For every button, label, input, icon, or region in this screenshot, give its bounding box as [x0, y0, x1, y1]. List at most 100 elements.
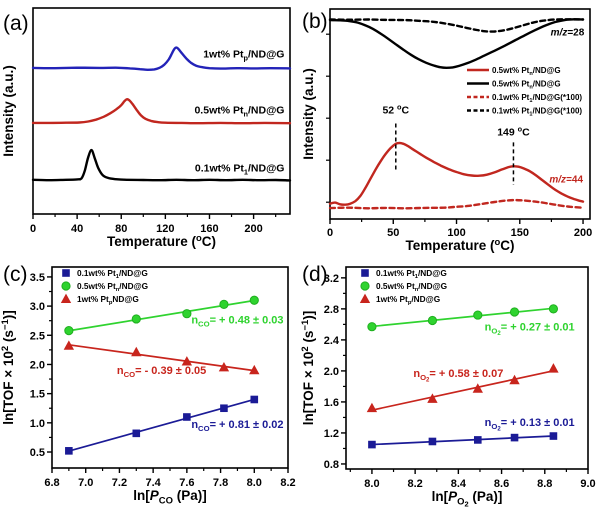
y-tick-label: 1.5 — [30, 389, 45, 401]
axis-frame — [345, 266, 589, 470]
marker-triangle — [427, 393, 438, 403]
panel-c: (c) 6.8 7.0 7.2 7.4 7.6 7.8 8.0 8.2 0.5 1.0 1.5 2.0… — [0, 257, 301, 514]
marker-circle — [61, 281, 71, 291]
x-tick-label: 8.0 — [364, 478, 379, 490]
y-tick-label: 2.8 — [324, 304, 339, 316]
marker-triangle — [60, 293, 72, 303]
y-tick-label: 0.5 — [30, 447, 45, 459]
marker-triangle — [366, 402, 378, 413]
y-tick-label: 1.2 — [324, 428, 339, 440]
series-label: 0.1wt% Pt1/ND@G — [195, 163, 285, 177]
marker-triangle — [218, 361, 230, 372]
y-tick-label: 2.5 — [30, 330, 45, 342]
axis-frame — [32, 7, 291, 215]
slope-annotation: nO2= + 0.27 ± 0.01 — [485, 322, 575, 338]
x-tick-label: 120 — [156, 223, 174, 235]
marker-square — [549, 432, 558, 440]
y-axis-label: Intensity (a.u.) — [1, 65, 16, 157]
series-curve — [328, 18, 585, 33]
x-tick-label: 8.2 — [407, 478, 422, 490]
x-tick-label: 0 — [327, 227, 333, 239]
marker-square — [361, 269, 369, 277]
fit-line — [371, 435, 554, 446]
series-curve — [328, 18, 585, 70]
legend-label: 0.5wt% Ptn/ND@G — [77, 281, 148, 293]
marker-circle — [367, 322, 377, 332]
marker-circle — [473, 310, 483, 320]
y-tick-label: 3.5 — [30, 272, 45, 284]
axis-frame — [329, 8, 591, 220]
marker-triangle — [181, 356, 193, 366]
x-axis-label: Temperature (oC) — [107, 233, 216, 249]
marker-circle — [427, 315, 438, 326]
x-tick-label: 7.6 — [179, 477, 194, 489]
y-tick-label: 3.2 — [324, 273, 339, 285]
slope-annotation: nCO= + 0.48 ± 0.03 — [191, 315, 283, 329]
x-tick-label: 100 — [447, 227, 465, 239]
series-label: 1wt% Ptp/ND@G — [203, 48, 284, 62]
y-tick-label: 2.4 — [324, 335, 340, 347]
marker-triangle — [131, 346, 142, 357]
annotation: m/z=28 — [551, 28, 585, 39]
y-tick-label: 1.6 — [324, 397, 339, 409]
slope-annotation: nO2= + 0.13 ± 0.01 — [485, 417, 575, 433]
x-tick-label: 150 — [511, 227, 529, 239]
x-tick-label: 7.2 — [112, 477, 127, 489]
panel-b-chart: 0 50 100 150 200 Temperature (oC) Intensity (a… — [301, 8, 592, 253]
x-tick-label: 7.4 — [145, 477, 161, 489]
x-axis-label: Temperature (oC) — [405, 237, 514, 253]
marker-square — [183, 413, 191, 421]
marker-circle — [219, 299, 229, 309]
marker-triangle — [509, 374, 520, 385]
y-axis-label: Intensity (a.u.) — [301, 68, 316, 160]
x-tick-label: 8.6 — [494, 478, 509, 490]
marker-triangle — [249, 364, 260, 375]
panel-d: (d) 8.0 8.2 8.4 8.6 8.8 9.0 0.8 1.2 1.6 2.0 2.4 2.8… — [301, 257, 603, 514]
annotation: 149 oC — [497, 124, 530, 138]
x-tick-label: 0 — [30, 223, 36, 235]
legend-label: 0.5wt% Ptn/ND@G — [492, 66, 561, 77]
legend-label: 0.5wt% Ptn/ND@G — [492, 79, 561, 90]
series-curve — [31, 148, 292, 182]
slope-annotation: nCO= - 0.39 ± 0.05 — [117, 365, 206, 379]
panel-c-letter: (c) — [3, 263, 28, 286]
series-curve — [328, 198, 585, 210]
annotation: 52 oC — [382, 103, 409, 117]
marker-circle — [360, 281, 370, 291]
x-tick-label: 8.8 — [537, 478, 552, 490]
series-curve — [31, 46, 292, 72]
marker-triangle — [63, 340, 75, 350]
marker-square — [132, 429, 141, 438]
slope-annotation: nO2= + 0.58 ± 0.07 — [413, 368, 503, 384]
panel-d-letter: (d) — [302, 263, 328, 286]
annotation: m/z=44 — [549, 174, 583, 185]
panel-d-chart: 8.0 8.2 8.4 8.6 8.8 9.0 0.8 1.2 1.6 2.0 2.4 2.8 3.2 l… — [301, 266, 596, 509]
legend-label: 1wt% PtpND@G — [77, 294, 139, 306]
marker-square — [220, 404, 228, 413]
x-tick-label: 6.8 — [44, 477, 59, 489]
y-axis-label: ln[TOF × 102 (s−1)] — [301, 311, 316, 425]
marker-triangle — [472, 383, 483, 393]
marker-circle — [64, 326, 74, 336]
x-tick-label: 8.0 — [247, 477, 262, 489]
marker-triangle — [359, 293, 371, 303]
legend-label: 0.5wt% Ptn/ND@G — [376, 281, 447, 293]
marker-square — [428, 437, 437, 446]
marker-circle — [509, 307, 520, 317]
series-label: 0.5wt% Ptn/ND@G — [194, 104, 284, 118]
series-curve — [328, 141, 585, 206]
marker-square — [474, 436, 482, 444]
slope-annotation: nCO= + 0.81 ± 0.02 — [191, 419, 283, 433]
panel-b-letter: (b) — [302, 10, 328, 33]
panel-c-chart: 6.8 7.0 7.2 7.4 7.6 7.8 8.0 8.2 0.5 1.0 1.5 2.0 2.5 3… — [0, 266, 296, 507]
x-tick-label: 8.2 — [280, 477, 295, 489]
marker-circle — [548, 304, 559, 314]
series-curve — [31, 98, 292, 125]
marker-triangle — [548, 363, 559, 373]
x-axis-label: ln[PCO (Pa)] — [133, 488, 206, 507]
marker-square — [510, 433, 519, 442]
x-tick-label: 50 — [387, 227, 399, 239]
x-tick-label: 7.0 — [78, 477, 93, 489]
x-tick-label: 200 — [244, 223, 262, 235]
